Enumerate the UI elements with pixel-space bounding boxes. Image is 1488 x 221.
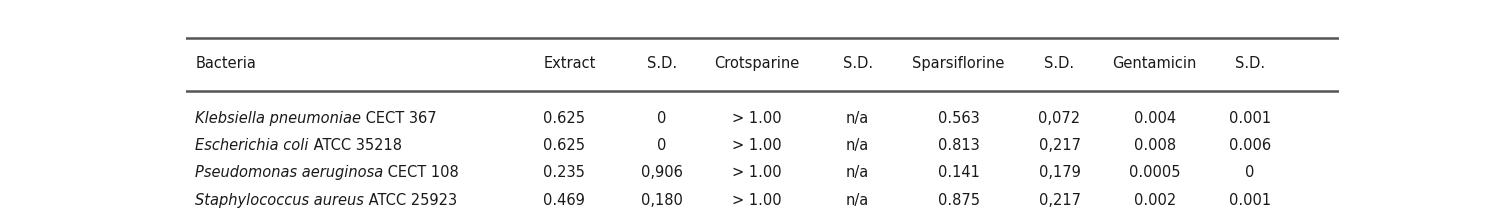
Text: 0,180: 0,180 <box>641 192 683 208</box>
Text: 0,906: 0,906 <box>641 165 683 180</box>
Text: > 1.00: > 1.00 <box>732 111 781 126</box>
Text: 0.625: 0.625 <box>543 138 585 153</box>
Text: Sparsiflorine: Sparsiflorine <box>912 56 1004 71</box>
Text: Crotsparine: Crotsparine <box>714 56 799 71</box>
Text: 0.141: 0.141 <box>937 165 979 180</box>
Text: 0.008: 0.008 <box>1134 138 1176 153</box>
Text: 0,217: 0,217 <box>1039 192 1080 208</box>
Text: Klebsiella pneumoniae: Klebsiella pneumoniae <box>195 111 362 126</box>
Text: 0.006: 0.006 <box>1229 138 1271 153</box>
Text: 0.001: 0.001 <box>1229 111 1271 126</box>
Text: > 1.00: > 1.00 <box>732 165 781 180</box>
Text: Bacteria: Bacteria <box>195 56 256 71</box>
Text: n/a: n/a <box>847 192 869 208</box>
Text: 0: 0 <box>658 111 667 126</box>
Text: CECT 367: CECT 367 <box>362 111 437 126</box>
Text: 0.875: 0.875 <box>937 192 979 208</box>
Text: 0.235: 0.235 <box>543 165 585 180</box>
Text: 0.625: 0.625 <box>543 111 585 126</box>
Text: Staphylococcus aureus: Staphylococcus aureus <box>195 192 365 208</box>
Text: S.D.: S.D. <box>647 56 677 71</box>
Text: 0.002: 0.002 <box>1134 192 1176 208</box>
Text: S.D.: S.D. <box>1235 56 1265 71</box>
Text: S.D.: S.D. <box>842 56 873 71</box>
Text: > 1.00: > 1.00 <box>732 138 781 153</box>
Text: 0.0005: 0.0005 <box>1129 165 1180 180</box>
Text: Escherichia coli: Escherichia coli <box>195 138 308 153</box>
Text: n/a: n/a <box>847 138 869 153</box>
Text: Gentamicin: Gentamicin <box>1113 56 1196 71</box>
Text: 0.563: 0.563 <box>937 111 979 126</box>
Text: 0: 0 <box>658 138 667 153</box>
Text: 0: 0 <box>1245 165 1254 180</box>
Text: n/a: n/a <box>847 165 869 180</box>
Text: S.D.: S.D. <box>1045 56 1074 71</box>
Text: 0.813: 0.813 <box>937 138 979 153</box>
Text: 0.469: 0.469 <box>543 192 585 208</box>
Text: 0,072: 0,072 <box>1039 111 1080 126</box>
Text: n/a: n/a <box>847 111 869 126</box>
Text: ATCC 35218: ATCC 35218 <box>308 138 402 153</box>
Text: 0.004: 0.004 <box>1134 111 1176 126</box>
Text: 0.001: 0.001 <box>1229 192 1271 208</box>
Text: CECT 108: CECT 108 <box>384 165 460 180</box>
Text: > 1.00: > 1.00 <box>732 192 781 208</box>
Text: ATCC 25923: ATCC 25923 <box>365 192 457 208</box>
Text: Extract: Extract <box>543 56 595 71</box>
Text: Pseudomonas aeruginosa: Pseudomonas aeruginosa <box>195 165 384 180</box>
Text: 0,217: 0,217 <box>1039 138 1080 153</box>
Text: 0,179: 0,179 <box>1039 165 1080 180</box>
